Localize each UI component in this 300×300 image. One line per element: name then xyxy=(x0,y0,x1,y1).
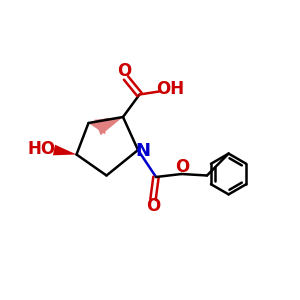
Polygon shape xyxy=(88,118,108,134)
Text: HO: HO xyxy=(27,140,55,158)
Polygon shape xyxy=(94,117,123,135)
Text: N: N xyxy=(135,142,150,160)
Text: O: O xyxy=(175,158,190,176)
Text: OH: OH xyxy=(156,80,184,98)
Text: O: O xyxy=(146,197,160,215)
Text: O: O xyxy=(117,62,132,80)
Polygon shape xyxy=(53,145,76,155)
